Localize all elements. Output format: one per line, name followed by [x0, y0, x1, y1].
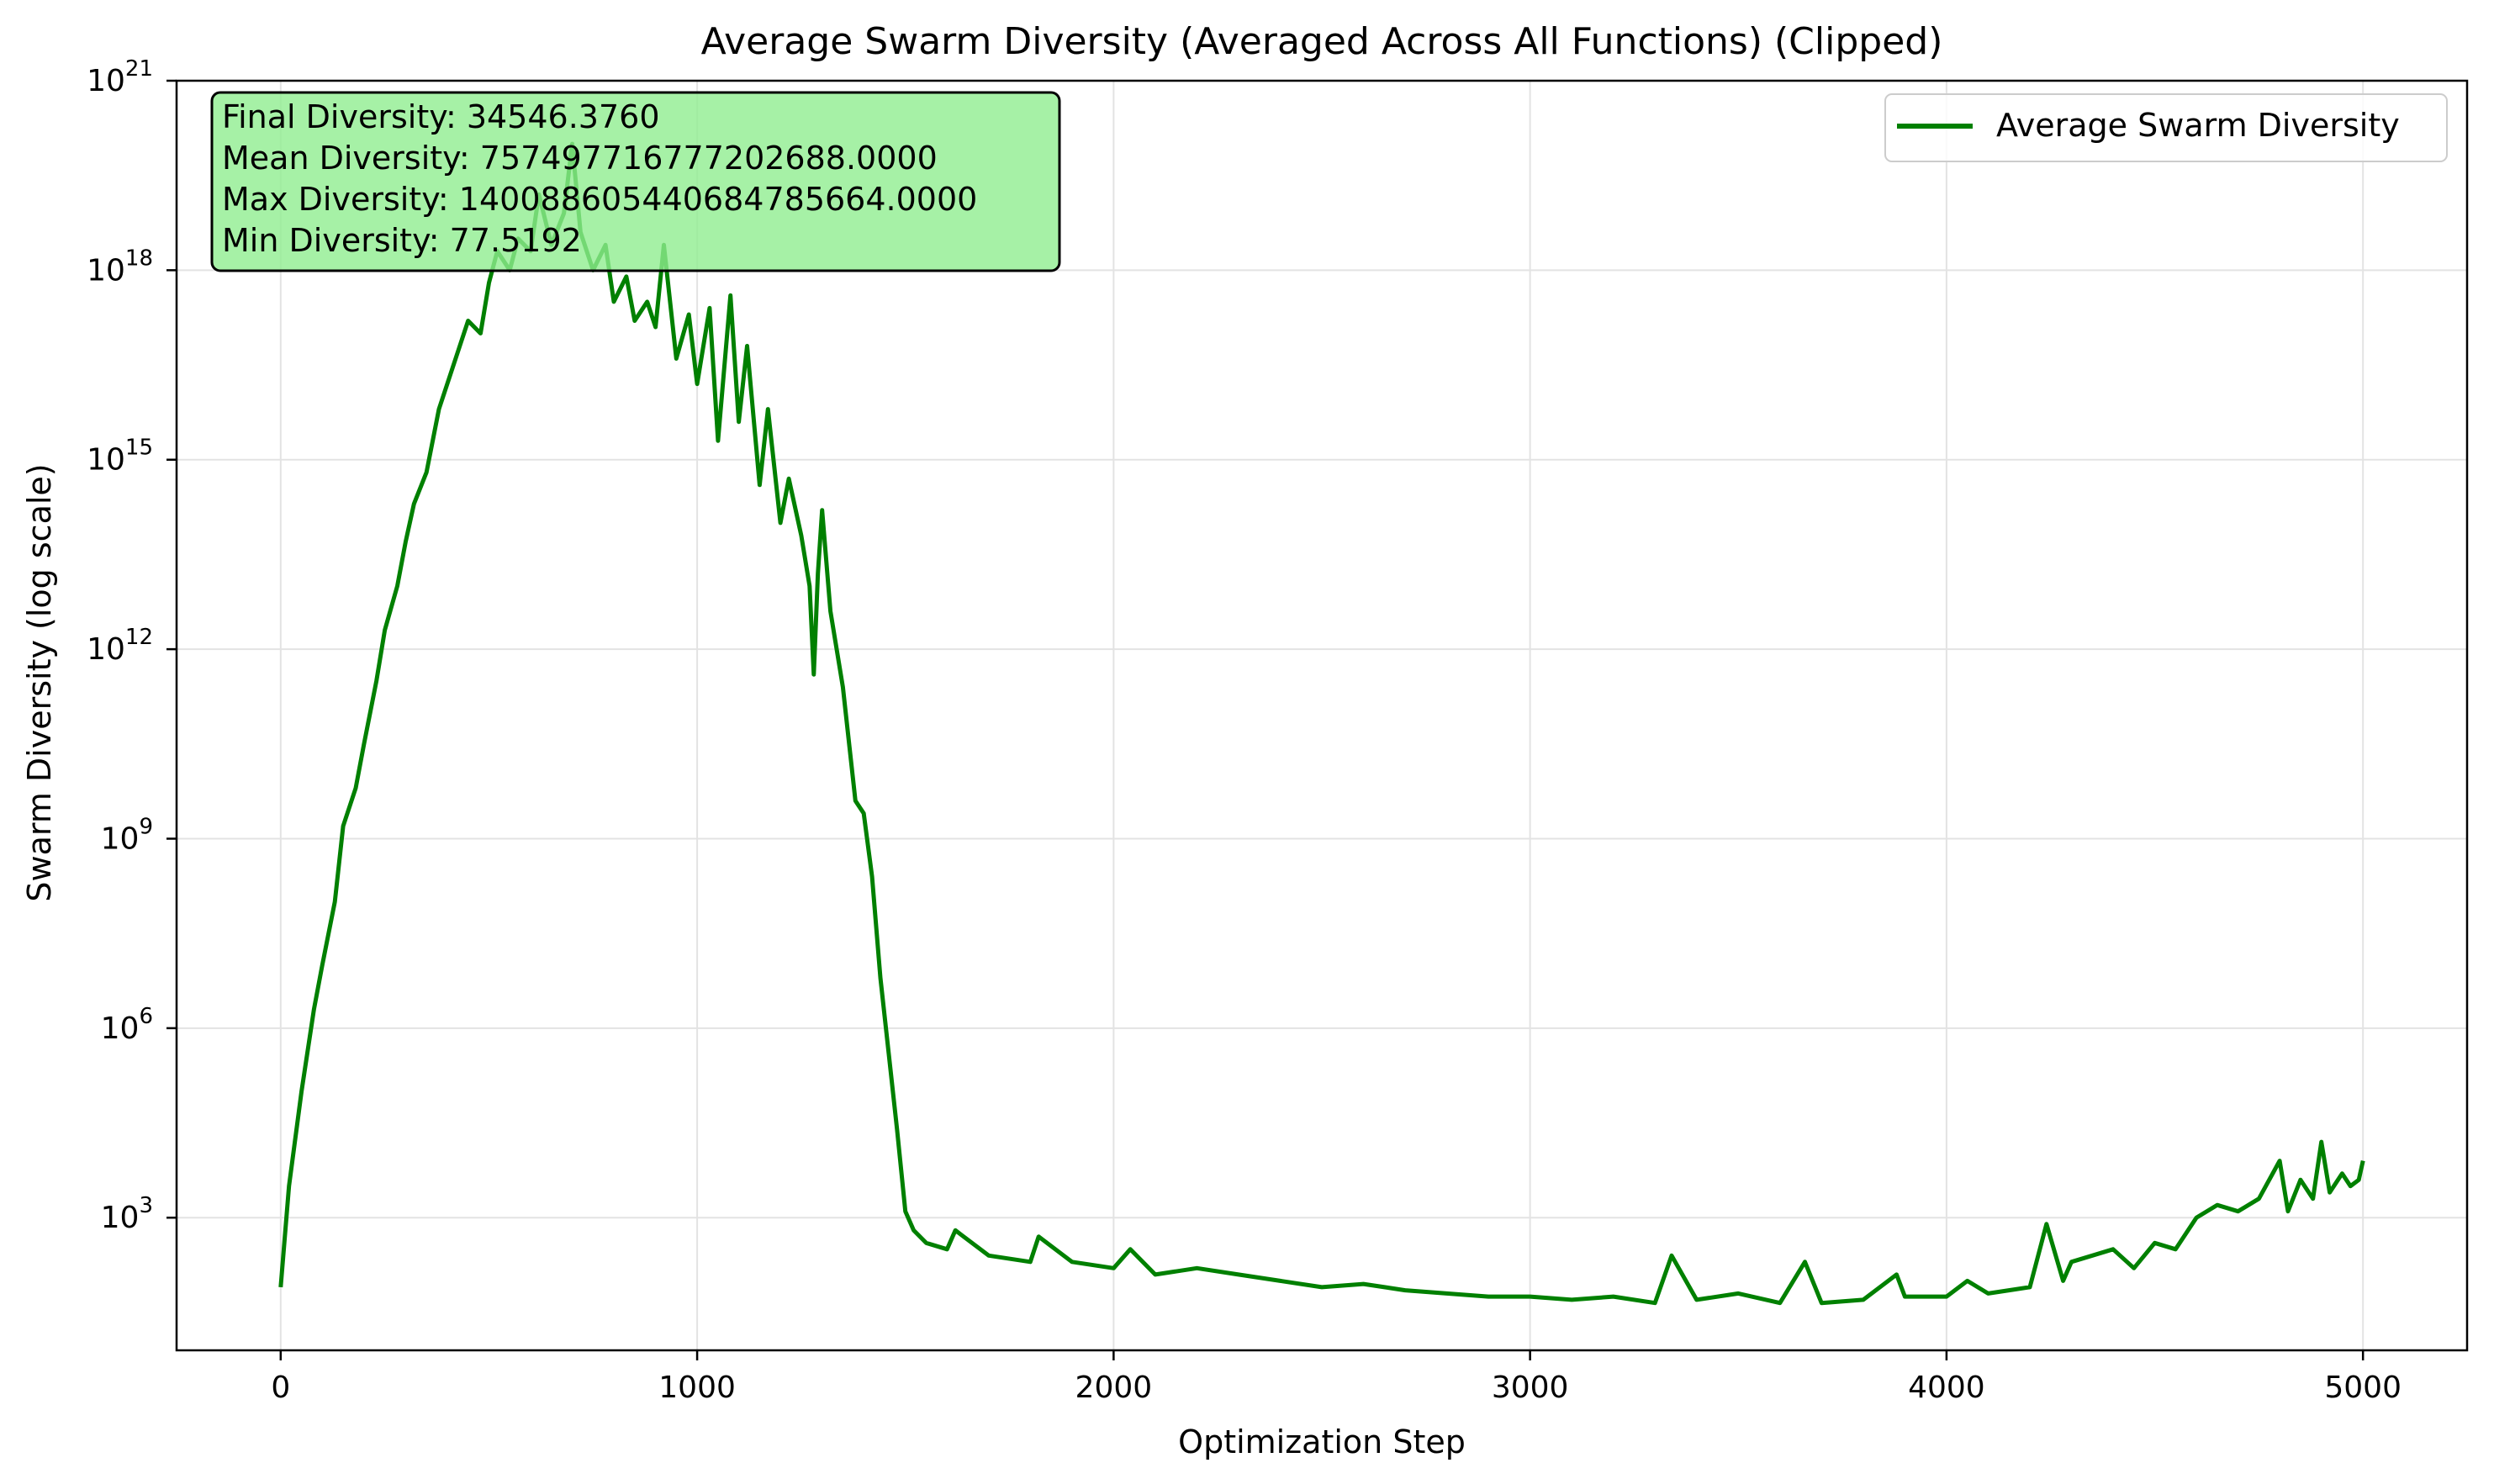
legend-box [1884, 93, 2448, 162]
legend-label: Average Swarm Diversity [1996, 107, 2400, 144]
series-line-average-swarm-diversity [278, 141, 2365, 1306]
y-tick-label: 109 [101, 814, 153, 856]
x-axis-label: Optimization Step [1178, 1423, 1466, 1460]
y-tick-label: 1015 [87, 436, 153, 478]
stats-box: Final Diversity: 34546.3760 Mean Diversi… [210, 91, 1061, 272]
y-tick-label: 1018 [87, 246, 153, 288]
x-tick-label: 2000 [1075, 1370, 1153, 1405]
y-tick-label: 103 [101, 1193, 153, 1235]
stats-final: Final Diversity: 34546.3760 [222, 98, 660, 135]
stats-max: Max Diversity: 140088605440684785664.000… [222, 181, 977, 218]
x-axis-ticks: 0 1000 2000 3000 4000 5000 [271, 1350, 2402, 1405]
x-tick-label: 4000 [1908, 1370, 1985, 1405]
y-axis-label: Swarm Diversity (log scale) [21, 463, 58, 901]
chart-title: Average Swarm Diversity (Averaged Across… [701, 20, 1943, 63]
x-tick-label: 5000 [2324, 1370, 2402, 1405]
y-tick-label: 106 [101, 1004, 153, 1046]
y-tick-label: 1021 [87, 56, 153, 98]
y-axis-ticks: 103 106 109 1012 1015 1018 1021 [87, 56, 177, 1235]
x-tick-label: 0 [271, 1370, 290, 1405]
stats-box-background [210, 91, 1061, 272]
series-layer [278, 141, 2365, 1306]
y-tick-label: 1012 [87, 625, 153, 667]
x-tick-label: 1000 [658, 1370, 736, 1405]
x-tick-label: 3000 [1492, 1370, 1569, 1405]
stats-mean: Mean Diversity: 757497716777202688.0000 [222, 140, 938, 177]
legend: Average Swarm Diversity [1884, 93, 2448, 162]
stats-min: Min Diversity: 77.5192 [222, 222, 582, 259]
plot-frame [175, 79, 2469, 1352]
